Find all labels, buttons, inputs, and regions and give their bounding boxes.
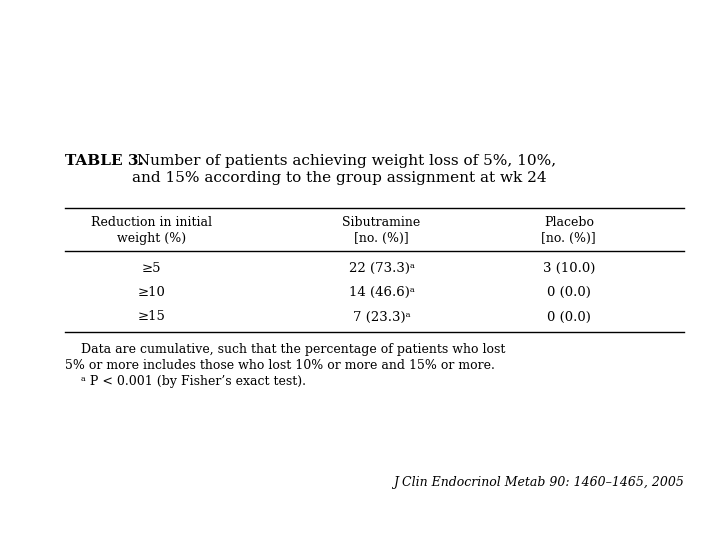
Text: 7 (23.3)ᵃ: 7 (23.3)ᵃ — [353, 310, 410, 323]
Text: J Clin Endocrinol Metab 90: 1460–1465, 2005: J Clin Endocrinol Metab 90: 1460–1465, 2… — [393, 476, 684, 489]
Text: Number of patients achieving weight loss of 5%, 10%,
and 15% according to the gr: Number of patients achieving weight loss… — [132, 154, 556, 185]
Text: 0 (0.0): 0 (0.0) — [547, 310, 590, 323]
Text: Data are cumulative, such that the percentage of patients who lost
5% or more in: Data are cumulative, such that the perce… — [65, 343, 505, 373]
Text: ᵃ P < 0.001 (by Fisher’s exact test).: ᵃ P < 0.001 (by Fisher’s exact test). — [65, 375, 306, 388]
Text: Placebo
[no. (%)]: Placebo [no. (%)] — [541, 216, 596, 245]
Text: Reduction in initial
weight (%): Reduction in initial weight (%) — [91, 216, 212, 245]
Text: TABLE 3.: TABLE 3. — [65, 154, 144, 168]
Text: ≥15: ≥15 — [138, 310, 165, 323]
Text: 22 (73.3)ᵃ: 22 (73.3)ᵃ — [348, 262, 415, 275]
Text: 14 (46.6)ᵃ: 14 (46.6)ᵃ — [348, 286, 415, 299]
Text: ≥5: ≥5 — [141, 262, 161, 275]
Text: Sibutramine
[no. (%)]: Sibutramine [no. (%)] — [343, 216, 420, 245]
Text: 3 (10.0): 3 (10.0) — [543, 262, 595, 275]
Text: ≥10: ≥10 — [138, 286, 165, 299]
Text: 0 (0.0): 0 (0.0) — [547, 286, 590, 299]
